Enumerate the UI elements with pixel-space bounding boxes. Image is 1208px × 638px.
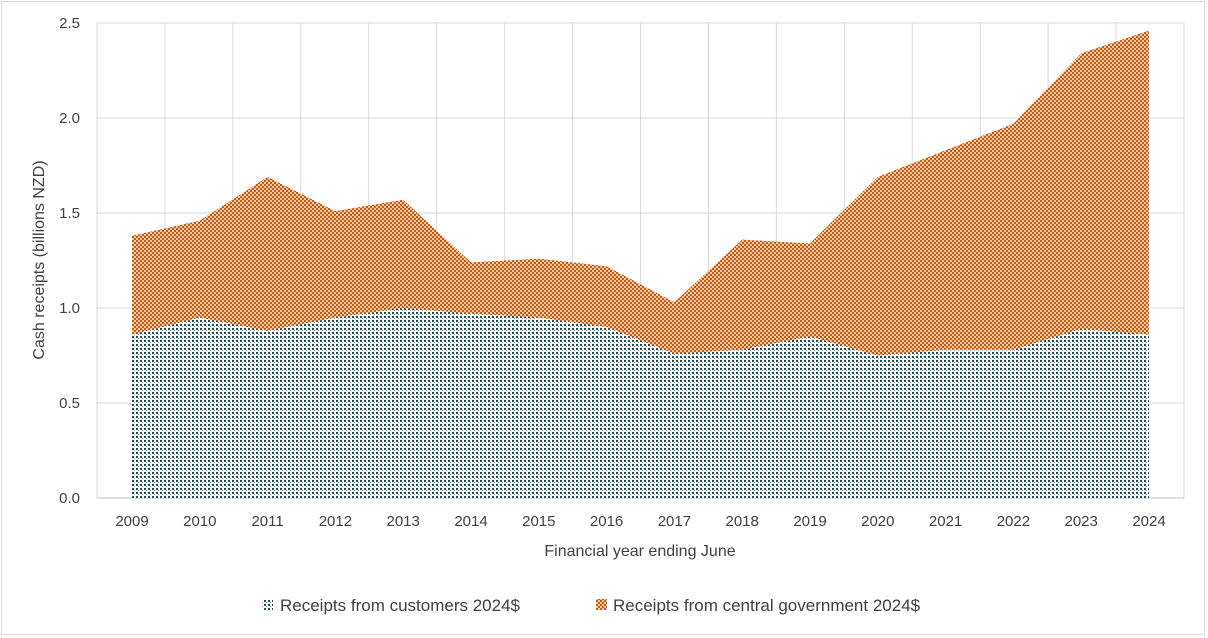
area-receipts-government [132, 30, 1149, 356]
y-axis-title: Cash receipts (billions NZD) [31, 160, 48, 359]
y-tick-label: 0.0 [59, 490, 80, 507]
y-tick-label: 2.5 [59, 15, 80, 32]
y-tick-label: 2.0 [59, 110, 80, 127]
x-tick-label: 2019 [793, 513, 826, 530]
x-tick-label: 2012 [319, 513, 352, 530]
legend-label-customers: Receipts from customers 2024$ [280, 596, 521, 615]
legend-label-government: Receipts from central government 2024$ [613, 596, 921, 615]
legend-swatch-customers [262, 599, 273, 610]
x-tick-label: 2020 [861, 513, 894, 530]
x-tick-label: 2016 [590, 513, 623, 530]
x-tick-label: 2024 [1132, 513, 1165, 530]
x-axis-title: Financial year ending June [544, 543, 735, 560]
x-tick-label: 2011 [251, 513, 283, 530]
x-tick-label: 2010 [183, 513, 216, 530]
y-tick-label: 1.0 [59, 300, 80, 317]
legend: Receipts from customers 2024$ Receipts f… [262, 596, 921, 615]
y-tick-labels: 0.0 0.5 1.0 1.5 2.0 2.5 [59, 15, 80, 507]
x-tick-label: 2021 [929, 513, 962, 530]
area-receipts-customers [132, 308, 1149, 498]
x-tick-label: 2023 [1065, 513, 1098, 530]
legend-swatch-government [596, 599, 607, 610]
x-tick-label: 2017 [658, 513, 691, 530]
x-tick-label: 2015 [522, 513, 555, 530]
x-tick-label: 2013 [387, 513, 420, 530]
y-tick-label: 1.5 [59, 205, 80, 222]
x-tick-label: 2014 [454, 513, 487, 530]
x-tick-label: 2009 [115, 513, 148, 530]
series-areas [132, 30, 1149, 498]
x-tick-labels: 2009 2010 2011 2012 2013 2014 2015 2016 2017 2018… [115, 513, 1165, 530]
x-tick-label: 2018 [726, 513, 759, 530]
y-tick-label: 0.5 [59, 395, 80, 412]
x-tick-label: 2022 [997, 513, 1030, 530]
